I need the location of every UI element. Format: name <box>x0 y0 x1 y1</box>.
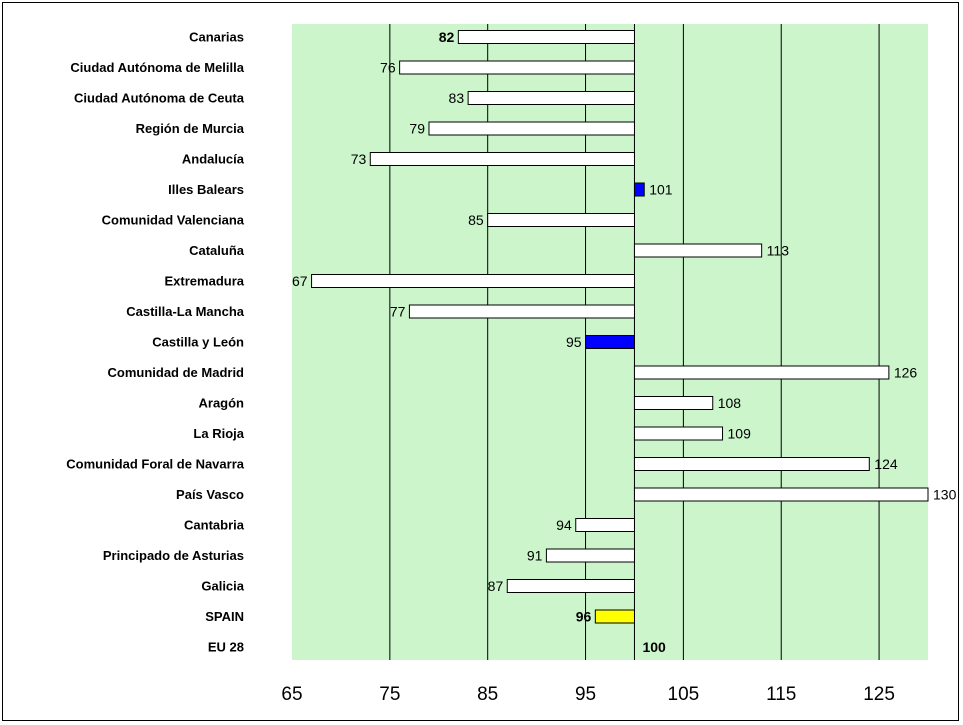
bar <box>506 579 635 593</box>
value-labels: 82 76 83 79 73 101 85 113 67 77 95 126 108 109 124 130 9… <box>292 29 957 655</box>
value-label: 73 <box>351 151 367 167</box>
category-label: Castilla y León <box>152 335 244 350</box>
value-label: 100 <box>642 639 666 655</box>
value-label: 113 <box>767 243 790 259</box>
value-label: 79 <box>409 121 425 137</box>
bar <box>399 60 635 75</box>
x-tick-labels: 65 75 85 95 105 115 125 <box>281 684 894 705</box>
category-label: Andalucía <box>182 152 245 167</box>
value-label: 67 <box>292 273 308 289</box>
category-label: Illes Balears <box>168 182 244 197</box>
bar <box>457 30 635 44</box>
bar <box>545 548 635 563</box>
value-label: 87 <box>488 578 504 594</box>
value-label: 94 <box>556 517 572 533</box>
category-label: Región de Murcia <box>136 121 245 136</box>
category-label: Comunidad Valenciana <box>102 213 245 228</box>
value-label: 85 <box>468 212 484 228</box>
x-tick-label: 75 <box>379 684 400 705</box>
bar <box>633 487 929 502</box>
bar <box>633 426 724 441</box>
value-label: 83 <box>449 90 465 106</box>
category-label: Ciudad Autónoma de Ceuta <box>74 91 245 106</box>
x-tick-label: 95 <box>575 684 596 705</box>
value-label: 82 <box>439 29 455 45</box>
value-label: 77 <box>390 304 406 320</box>
value-label: 91 <box>527 548 543 564</box>
x-tick-label: 125 <box>863 684 895 705</box>
category-label: Extremadura <box>165 274 245 289</box>
value-label: 95 <box>566 334 582 350</box>
category-label: Cantabria <box>184 518 245 533</box>
bar <box>633 182 645 197</box>
category-label: EU 28 <box>208 640 244 655</box>
value-label: 109 <box>728 426 752 442</box>
x-tick-label: 115 <box>766 684 796 705</box>
bar <box>487 213 635 227</box>
category-label: Comunidad Foral de Navarra <box>66 457 244 472</box>
category-label: Aragón <box>199 396 245 411</box>
category-label: Comunidad de Madrid <box>108 365 245 380</box>
value-label: 124 <box>874 456 898 472</box>
bar <box>633 243 763 258</box>
bar <box>369 152 635 166</box>
value-label: 126 <box>894 365 918 381</box>
category-label: La Rioja <box>193 426 244 441</box>
value-label: 130 <box>933 487 957 503</box>
x-tick-label: 65 <box>281 684 302 705</box>
value-label: 108 <box>718 395 742 411</box>
category-label: Principado de Asturias <box>103 548 244 563</box>
category-labels: Canarias Ciudad Autónoma de Melilla Ciudad… <box>66 30 244 655</box>
value-label: 76 <box>380 60 396 76</box>
bar <box>633 457 870 471</box>
category-label: Castilla-La Mancha <box>126 304 245 319</box>
category-label: Canarias <box>189 30 244 45</box>
x-tick-label: 85 <box>477 684 498 705</box>
bar <box>575 518 635 532</box>
category-label: SPAIN <box>205 609 244 624</box>
category-label: Galicia <box>201 579 244 594</box>
x-tick-label: 105 <box>668 684 700 705</box>
bars <box>311 30 929 624</box>
bar <box>594 609 635 624</box>
bar <box>311 274 635 288</box>
value-label: 101 <box>649 182 673 198</box>
bar <box>467 91 635 105</box>
bar <box>428 121 635 136</box>
category-label: Cataluña <box>189 243 245 258</box>
category-label: País Vasco <box>176 487 244 502</box>
bar <box>633 396 714 410</box>
bar <box>408 304 635 319</box>
value-label: 96 <box>576 609 592 625</box>
bar <box>585 335 635 349</box>
category-label: Ciudad Autónoma de Melilla <box>70 60 244 75</box>
bar <box>633 365 890 380</box>
